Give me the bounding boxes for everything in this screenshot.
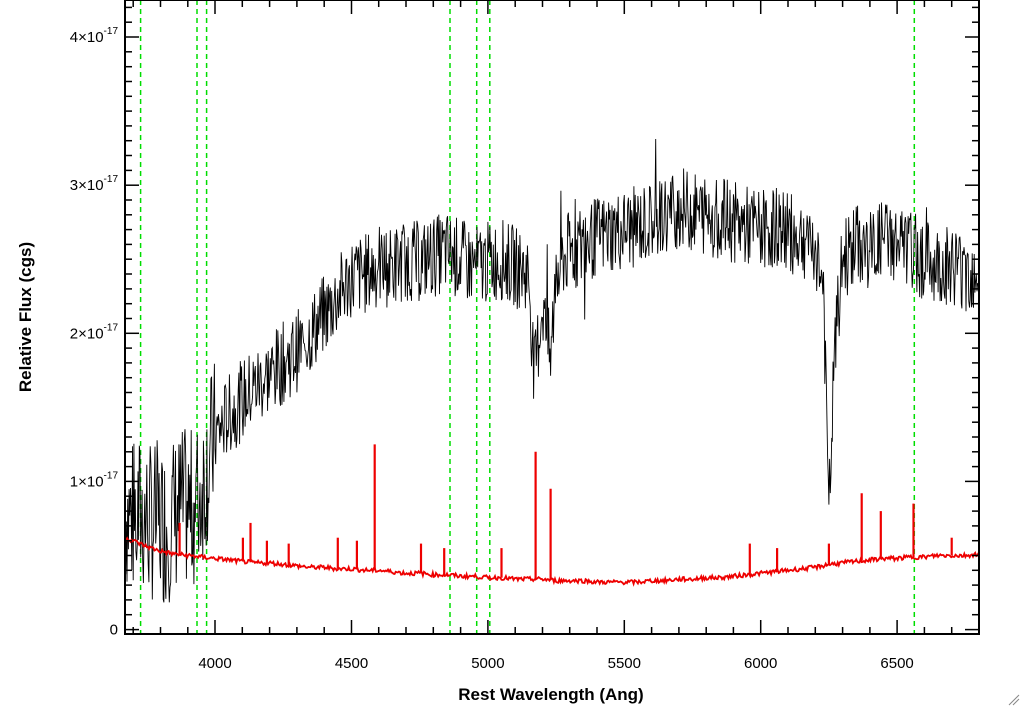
x-ticks: 4000 4500 5000 5500 6000 6500 xyxy=(132,0,980,672)
galaxy-spectrum-line xyxy=(124,138,980,603)
x-tick-label: 6500 xyxy=(880,655,913,672)
spikes-group xyxy=(178,444,953,581)
x-axis-title: Rest Wavelength (Ang) xyxy=(458,685,643,704)
reference-lines xyxy=(139,0,916,634)
y-tick-label: 1×10-17 xyxy=(70,470,119,490)
series-group xyxy=(124,138,980,603)
y-tick-label: 3×10-17 xyxy=(70,174,119,194)
x-tick-label: 4500 xyxy=(335,655,368,672)
error-spectrum-line xyxy=(124,536,980,587)
y-tick-label: 0 xyxy=(110,622,118,639)
x-tick-label: 6000 xyxy=(744,655,777,672)
resize-grip-icon[interactable] xyxy=(1008,694,1020,706)
x-tick-label: 5000 xyxy=(471,655,504,672)
x-tick-label: 4000 xyxy=(198,655,231,672)
y-ticks: 0 1×10-17 2×10-17 3×10-17 4×10-17 xyxy=(70,6,979,639)
x-tick-label: 5500 xyxy=(608,655,641,672)
y-axis-title: Relative Flux (cgs) xyxy=(16,242,35,392)
y-tick-label: 4×10-17 xyxy=(70,26,119,46)
plot-frame xyxy=(124,0,980,635)
y-tick-label: 2×10-17 xyxy=(70,322,119,342)
